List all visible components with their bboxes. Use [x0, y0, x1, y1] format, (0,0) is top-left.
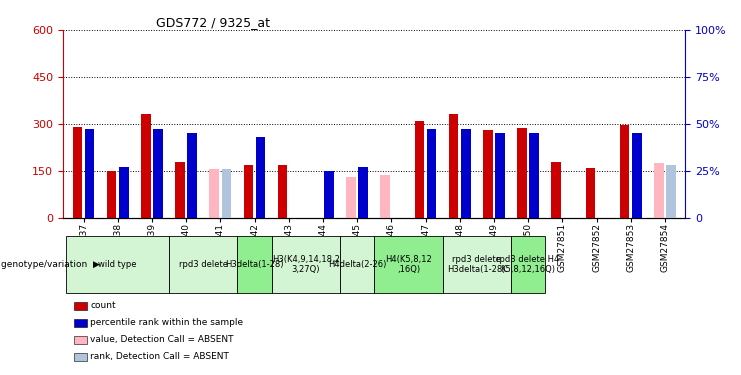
Text: value, Detection Call = ABSENT: value, Detection Call = ABSENT: [90, 335, 234, 344]
Bar: [244, 165, 253, 218]
Bar: [380, 176, 390, 217]
Bar: [346, 177, 356, 218]
Bar: [340, 236, 374, 292]
Bar: [222, 169, 231, 217]
Text: percentile rank within the sample: percentile rank within the sample: [90, 318, 244, 327]
Text: GDS772 / 9325_at: GDS772 / 9325_at: [156, 16, 270, 29]
Text: rpd3 delete H4
K5,8,12,16Q): rpd3 delete H4 K5,8,12,16Q): [496, 255, 559, 274]
Bar: [153, 129, 163, 218]
Bar: [461, 129, 471, 218]
Bar: [175, 162, 185, 218]
Bar: [107, 171, 116, 217]
Text: H4(K5,8,12
,16Q): H4(K5,8,12 ,16Q): [385, 255, 432, 274]
Bar: [517, 128, 527, 217]
Text: wild type: wild type: [99, 260, 137, 269]
Bar: [654, 163, 663, 218]
Bar: [414, 121, 424, 218]
Bar: [119, 167, 129, 218]
Text: rpd3 delete
H3delta(1-28): rpd3 delete H3delta(1-28): [448, 255, 506, 274]
Bar: [511, 236, 545, 292]
Bar: [374, 236, 442, 292]
Bar: [551, 162, 561, 218]
Bar: [666, 165, 676, 218]
Bar: [325, 171, 334, 217]
Bar: [278, 165, 288, 218]
Bar: [237, 236, 272, 292]
Bar: [210, 169, 219, 217]
Bar: [495, 133, 505, 218]
Bar: [483, 130, 493, 218]
Bar: [272, 236, 340, 292]
Bar: [619, 125, 629, 218]
Bar: [530, 133, 539, 218]
Bar: [427, 129, 436, 218]
Bar: [442, 236, 511, 292]
Text: genotype/variation  ▶: genotype/variation ▶: [1, 260, 100, 269]
Bar: [85, 129, 94, 218]
Text: rpd3 delete: rpd3 delete: [179, 260, 227, 269]
Text: H4delta(2-26): H4delta(2-26): [328, 260, 386, 269]
Bar: [169, 236, 237, 292]
Bar: [187, 133, 197, 218]
Bar: [632, 133, 642, 218]
Bar: [67, 236, 169, 292]
Bar: [449, 114, 459, 218]
Text: H3(K4,9,14,18,2
3,27Q): H3(K4,9,14,18,2 3,27Q): [272, 255, 339, 274]
Bar: [585, 168, 595, 217]
Bar: [359, 167, 368, 218]
Text: count: count: [90, 301, 116, 310]
Bar: [141, 114, 150, 218]
Bar: [73, 127, 82, 218]
Bar: [256, 137, 265, 218]
Text: rank, Detection Call = ABSENT: rank, Detection Call = ABSENT: [90, 352, 229, 361]
Text: H3delta(1-28): H3delta(1-28): [225, 260, 284, 269]
